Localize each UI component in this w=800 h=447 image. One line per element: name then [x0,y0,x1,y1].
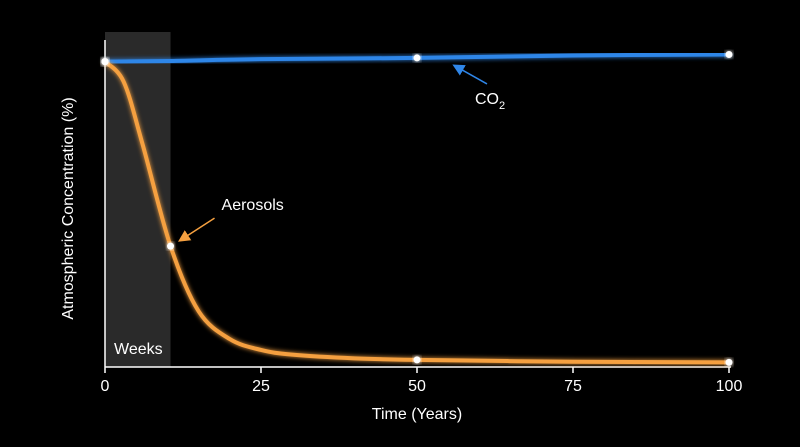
co2-annotation-arrow [452,64,488,85]
weeks-label: Weeks [114,341,163,358]
co2-label-main: CO [475,91,499,108]
co2-series-line [103,52,731,64]
data-point-marker [413,356,421,364]
co2-series-label: CO2 [475,91,505,112]
x-tick-label: 75 [564,378,582,395]
aerosols-series-line [103,59,731,365]
series-layer [103,52,731,365]
data-point-marker [725,358,733,366]
x-tick-label: 0 [101,378,110,395]
co2-label-subscript: 2 [499,100,505,112]
data-point-marker [725,51,733,59]
data-point-marker [101,58,109,66]
marker-layer [101,51,733,366]
data-point-marker [167,242,175,250]
aerosols-series-label: Aerosols [222,197,284,214]
data-point-marker [413,54,421,62]
aerosols-annotation-arrow [178,217,215,242]
x-axis-label: Time (Years) [372,406,462,423]
x-tick-label: 25 [252,378,270,395]
x-tick-label: 100 [716,378,743,395]
y-axis-label: Atmospheric Concentration (%) [60,97,77,319]
x-tick-label: 50 [408,378,426,395]
x-axis-ticks: 0 25 50 75 100 [101,367,743,395]
weeks-shaded-region [105,32,171,367]
